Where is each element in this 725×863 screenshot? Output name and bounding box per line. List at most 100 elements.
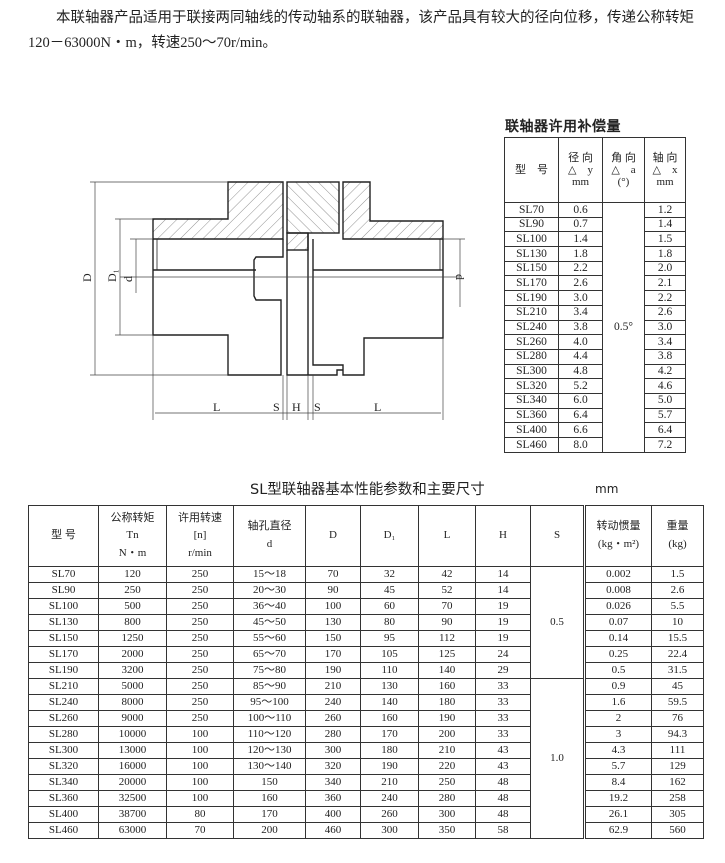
cell: 280 — [305, 726, 361, 743]
header-text: Tn — [126, 529, 139, 542]
cell: 31.5 — [651, 662, 704, 679]
table-row: SL90 0.7 1.4 — [504, 216, 686, 233]
header-text: 径 向 — [568, 151, 593, 164]
cell: 129 — [651, 758, 704, 775]
cell: 58 — [475, 822, 531, 839]
cell: 19.2 — [583, 790, 652, 807]
header-radial: 径 向 △ y mm — [558, 137, 603, 203]
cell: 70 — [166, 822, 234, 839]
cell: 8.4 — [583, 774, 652, 791]
cell: 19 — [475, 598, 531, 615]
table-row: SL100 500 250 36～40 100 60 70 19 0.026 5.5 — [28, 598, 704, 615]
cell: 105 — [360, 646, 419, 663]
label-D1: D₁ — [105, 269, 119, 282]
cell: 130～140 — [233, 758, 306, 775]
header-cell: 重量 (kg) — [651, 505, 704, 567]
table-row: SL320 5.2 4.6 — [504, 378, 686, 394]
cell: 120 — [98, 566, 167, 583]
cell: 240 — [305, 694, 361, 711]
header-cell: 许用转速 [n] r/min — [166, 505, 234, 567]
table-row: SL260 9000 250 100～110 260 160 190 33 2 76 — [28, 710, 704, 727]
cell: SL400 — [28, 806, 99, 823]
cell: SL190 — [28, 662, 99, 679]
cell: 90 — [305, 582, 361, 599]
cell: SL90 — [28, 582, 99, 599]
cell-axial: 2.0 — [644, 260, 686, 277]
cell: 340 — [305, 774, 361, 791]
header-text: (kg・m²) — [597, 538, 640, 550]
cell-model: SL280 — [504, 348, 559, 365]
cell: 48 — [475, 806, 531, 823]
cell-radial: 2.2 — [558, 260, 603, 277]
cell: 0.026 — [583, 598, 652, 615]
table-row: SL240 3.8 3.0 — [504, 319, 686, 336]
cell: 100 — [166, 742, 234, 759]
left-hub-section — [152, 181, 284, 240]
table-row: SL320 16000 100 130～140 320 190 220 43 5.7 129 — [28, 758, 704, 775]
cell: 5.5 — [651, 598, 704, 615]
table-row: SL170 2000 250 65～70 170 105 125 24 0.25 22.4 — [28, 646, 704, 663]
header-text: 角 向 — [611, 151, 636, 164]
cell: 26.1 — [583, 806, 652, 823]
cell: 250 — [166, 694, 234, 711]
table-row: SL400 6.6 6.4 — [504, 422, 686, 438]
cell: 360 — [305, 790, 361, 807]
cell: 200 — [233, 822, 306, 839]
cell: 110～120 — [233, 726, 306, 743]
cell: 250 — [166, 566, 234, 583]
spec-table-title: SL型联轴器基本性能参数和主要尺寸 — [250, 482, 485, 498]
cell-radial: 2.6 — [558, 275, 603, 292]
cell-axial: 3.8 — [644, 348, 686, 365]
cell: 170 — [305, 646, 361, 663]
cell-radial: 6.0 — [558, 392, 603, 409]
cell: 5000 — [98, 678, 167, 695]
cell: 200 — [418, 726, 476, 743]
cell: 250 — [166, 630, 234, 647]
cell-axial: 5.7 — [644, 407, 686, 424]
table-row: SL130 1.8 1.8 — [504, 246, 686, 262]
cell: 9000 — [98, 710, 167, 727]
header-cell: 转动惯量 (kg・m²) — [583, 505, 652, 567]
cell: 5.7 — [583, 758, 652, 775]
cell: 52 — [418, 582, 476, 599]
cell-model: SL320 — [504, 378, 559, 394]
cell: 3200 — [98, 662, 167, 679]
cell: 80 — [166, 806, 234, 823]
table-row: SL100 1.4 1.5 — [504, 231, 686, 248]
cell: 33 — [475, 710, 531, 727]
cell: SL300 — [28, 742, 99, 759]
spacer-outline — [286, 250, 343, 376]
cell: SL240 — [28, 694, 99, 711]
cell: 0.25 — [583, 646, 652, 663]
cell: 22.4 — [651, 646, 704, 663]
cell: 0.14 — [583, 630, 652, 647]
intro-paragraph: 本联轴器产品适用于联接两同轴线的传动轴系的联轴器，该产品具有较大的径向位移，传递… — [28, 10, 694, 51]
header-text: △ a — [611, 163, 636, 176]
cell: 1.5 — [651, 566, 704, 583]
cell: 43 — [475, 742, 531, 759]
header-text: [n] — [193, 529, 207, 542]
cell: 36～40 — [233, 598, 306, 615]
cell-model: SL460 — [504, 437, 559, 453]
cell-s: 1.0 — [530, 678, 585, 839]
cell: 45 — [651, 678, 704, 695]
cell: 2000 — [98, 646, 167, 663]
cell: 10000 — [98, 726, 167, 743]
cell: 43 — [475, 758, 531, 775]
cell: 24 — [475, 646, 531, 663]
cell: 250 — [166, 662, 234, 679]
table-row: SL210 3.4 2.6 — [504, 304, 686, 321]
table-row: SL460 8.0 7.2 — [504, 437, 686, 453]
table-row: SL130 800 250 45～50 130 80 90 19 0.07 10 — [28, 614, 704, 631]
cell: 14 — [475, 566, 531, 583]
cell-angular: 0.5° — [602, 202, 645, 453]
cell: 250 — [418, 774, 476, 791]
cell: 170 — [360, 726, 419, 743]
cell: 100 — [305, 598, 361, 615]
table-row: SL150 1250 250 55～60 150 95 112 19 0.14 15.5 — [28, 630, 704, 647]
cell: 90 — [418, 614, 476, 631]
cell: 76 — [651, 710, 704, 727]
spec-table-unit: mm — [595, 482, 619, 496]
cell: 0.008 — [583, 582, 652, 599]
cell-radial: 3.0 — [558, 290, 603, 306]
